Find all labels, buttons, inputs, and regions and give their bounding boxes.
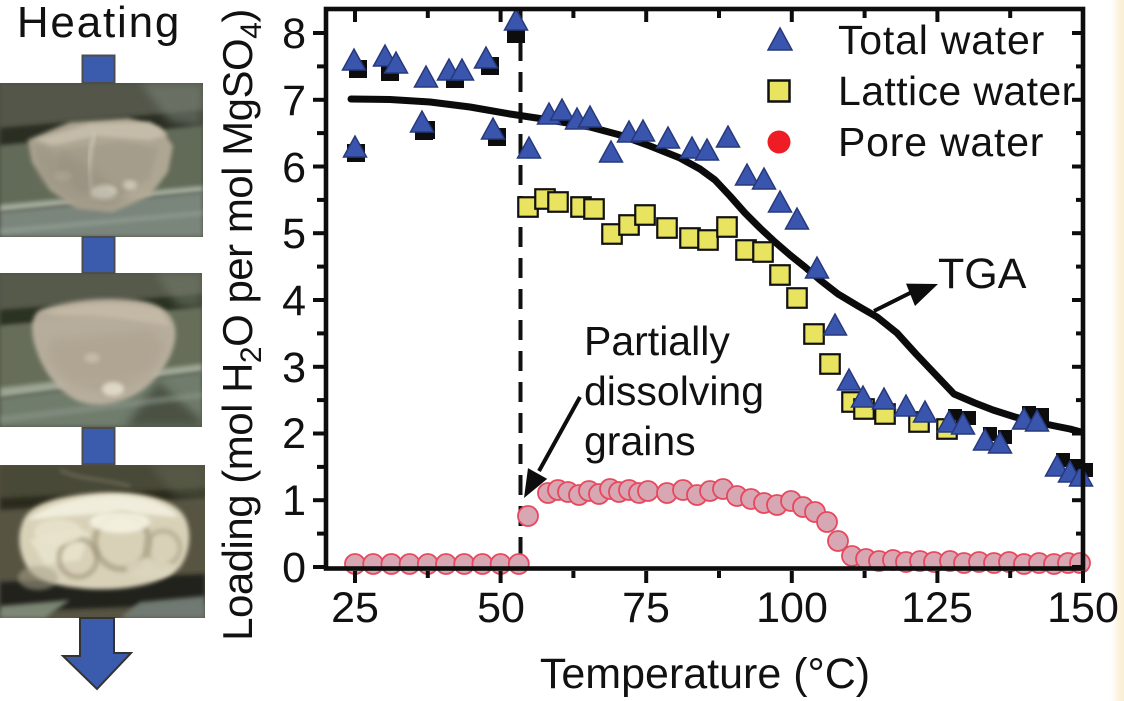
svg-text:1: 1: [282, 477, 306, 525]
svg-text:25: 25: [331, 584, 379, 632]
svg-text:TGA: TGA: [938, 250, 1027, 298]
svg-text:Loading (mol H2O per mol MgSO4: Loading (mol H2O per mol MgSO4): [214, 9, 268, 641]
svg-text:Temperature (°C): Temperature (°C): [540, 650, 870, 698]
svg-text:125: 125: [901, 584, 973, 632]
svg-text:Partially: Partially: [584, 318, 730, 364]
svg-text:4: 4: [282, 277, 306, 325]
svg-text:150: 150: [1047, 584, 1119, 632]
svg-text:dissolving: dissolving: [584, 368, 764, 414]
svg-text:75: 75: [622, 584, 670, 632]
svg-text:0: 0: [282, 544, 306, 592]
svg-text:2: 2: [282, 410, 306, 458]
svg-text:3: 3: [282, 344, 306, 392]
svg-text:grains: grains: [584, 418, 696, 464]
svg-text:Lattice water: Lattice water: [838, 68, 1076, 114]
svg-text:Total water: Total water: [838, 17, 1045, 63]
svg-text:50: 50: [477, 584, 525, 632]
svg-text:8: 8: [282, 10, 306, 58]
svg-text:Pore water: Pore water: [838, 119, 1044, 165]
svg-text:5: 5: [282, 210, 306, 258]
svg-text:100: 100: [756, 584, 828, 632]
svg-text:7: 7: [282, 77, 306, 125]
svg-text:Heating: Heating: [17, 0, 181, 47]
svg-text:6: 6: [282, 144, 306, 192]
